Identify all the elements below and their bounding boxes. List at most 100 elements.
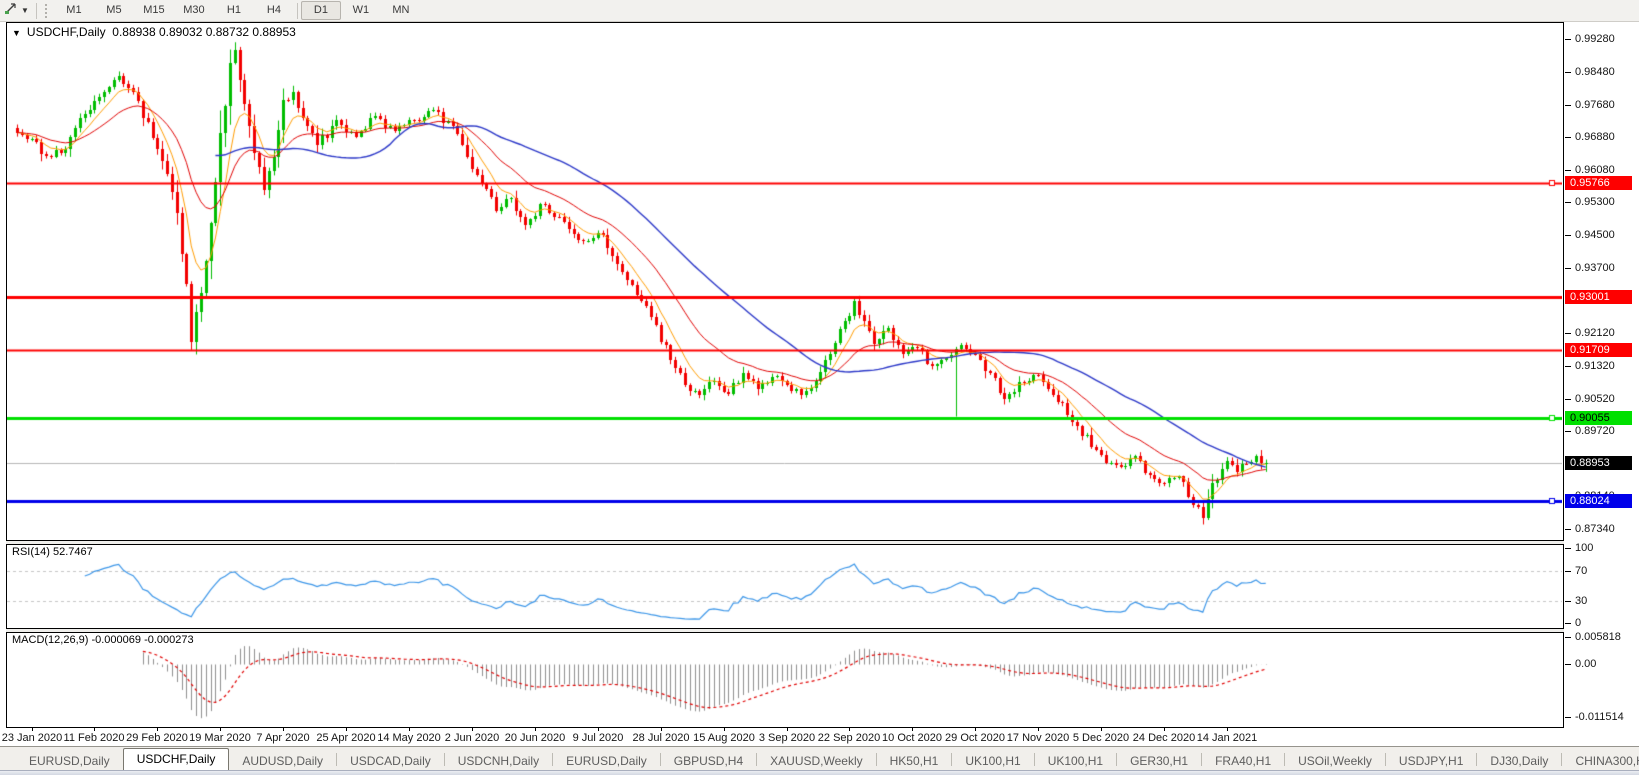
tab-separator bbox=[443, 752, 445, 766]
panel-splitter[interactable] bbox=[6, 541, 1564, 544]
chevron-down-icon: ▼ bbox=[21, 5, 29, 15]
chart-tab-fra40-h1[interactable]: FRA40,H1 bbox=[1215, 754, 1272, 768]
timeframe-button-m30[interactable]: M30 bbox=[183, 4, 205, 16]
bid-price-tag[interactable]: 0.88953 bbox=[1565, 455, 1632, 470]
time-axis-tick bbox=[849, 728, 850, 731]
chart-tab-china300-h1[interactable]: CHINA300,H1 bbox=[1575, 754, 1639, 768]
chart-tab-uk100-h1[interactable]: UK100,H1 bbox=[1047, 754, 1104, 768]
time-axis-label: 22 Sep 2020 bbox=[817, 732, 881, 744]
candlestick-chart-canvas[interactable] bbox=[7, 23, 1562, 538]
timeframe-button-m15[interactable]: M15 bbox=[143, 4, 165, 16]
chart-tab-audusd-daily[interactable]: AUDUSD,Daily bbox=[242, 754, 324, 768]
macd-axis-tick: -0.011514 bbox=[1565, 711, 1624, 724]
line-studies-icon bbox=[4, 1, 18, 20]
timeframe-button-w1[interactable]: W1 bbox=[352, 4, 370, 16]
rsi-chart-canvas[interactable] bbox=[7, 545, 1562, 626]
chart-tab-gbpusd-h4[interactable]: GBPUSD,H4 bbox=[673, 754, 744, 768]
chart-tab-bar: EURUSD,Daily USDCHF,Daily AUDUSD,Daily USDC… bbox=[0, 746, 1639, 771]
price-axis-tick: 0.96880 bbox=[1565, 131, 1615, 144]
symbol-dropdown-icon[interactable]: ▼ bbox=[12, 28, 21, 38]
time-axis-label: 15 Aug 2020 bbox=[693, 732, 755, 744]
tab-separator bbox=[552, 752, 554, 766]
tab-separator bbox=[1561, 752, 1563, 766]
time-axis-tick bbox=[32, 728, 33, 731]
macd-label: MACD(12,26,9) -0.000069 -0.000273 bbox=[12, 634, 194, 646]
tab-separator bbox=[951, 752, 953, 766]
chart-tab-usdjpy-h1[interactable]: USDJPY,H1 bbox=[1398, 754, 1464, 768]
time-axis-tick bbox=[94, 728, 95, 731]
price-axis-tick: 0.92120 bbox=[1565, 326, 1615, 339]
level-price-tag[interactable]: 0.91709 bbox=[1565, 342, 1632, 357]
panel-splitter[interactable] bbox=[6, 629, 1564, 632]
timeframe-buttons: M1 M5 M15 M30 H1 H4 D1 W1 MN bbox=[54, 1, 421, 20]
time-axis-tick bbox=[220, 728, 221, 731]
time-axis-label: 5 Dec 2020 bbox=[1072, 732, 1130, 744]
chart-tab-dj30-daily[interactable]: DJ30,Daily bbox=[1490, 754, 1549, 768]
tab-separator bbox=[1116, 752, 1118, 766]
symbol-timeframe-label: USDCHF,Daily bbox=[26, 25, 106, 39]
timeframe-button-h1[interactable]: H1 bbox=[226, 4, 241, 16]
chart-tab-ger30-h1[interactable]: GER30,H1 bbox=[1130, 754, 1189, 768]
rsi-axis-tick: 70 bbox=[1564, 564, 1588, 577]
ohlc-values: 0.88938 0.89032 0.88732 0.88953 bbox=[112, 25, 296, 39]
chart-tab-uk100-h1[interactable]: UK100,H1 bbox=[965, 754, 1021, 768]
time-axis-tick bbox=[409, 728, 410, 731]
price-axis-tick: 0.90520 bbox=[1565, 392, 1615, 405]
time-axis-tick bbox=[1227, 728, 1228, 731]
chart-tab-usdcad-daily[interactable]: USDCAD,Daily bbox=[350, 754, 431, 768]
price-axis-tick: 0.87340 bbox=[1565, 523, 1615, 535]
time-axis-label: 7 Apr 2020 bbox=[256, 732, 310, 744]
timeframe-button-m5[interactable]: M5 bbox=[106, 4, 122, 16]
price-axis-tick: 0.97680 bbox=[1565, 98, 1615, 111]
time-axis-tick bbox=[157, 728, 158, 731]
chart-title: ▼ USDCHF,Daily 0.88938 0.89032 0.88732 0.… bbox=[12, 25, 296, 39]
time-axis-tick bbox=[1164, 728, 1165, 731]
timeframe-button-mn[interactable]: MN bbox=[392, 4, 410, 16]
time-axis-label: 14 May 2020 bbox=[377, 732, 441, 744]
price-axis-tick: 0.99280 bbox=[1565, 33, 1615, 45]
chart-tab-usdchf-daily[interactable]: USDCHF,Daily bbox=[122, 748, 230, 771]
time-axis-label: 14 Jan 2021 bbox=[1196, 732, 1258, 744]
timeframe-button-h4[interactable]: H4 bbox=[266, 4, 281, 16]
toolbar-separator bbox=[35, 2, 37, 19]
level-price-tag[interactable]: 0.93001 bbox=[1565, 289, 1632, 304]
time-axis-label: 11 Feb 2020 bbox=[63, 732, 125, 744]
rsi-panel: RSI(14) 52.7467 bbox=[6, 544, 1564, 629]
toolbar-separator bbox=[296, 2, 298, 19]
tab-separator bbox=[336, 752, 338, 766]
chart-tab-usoil-weekly[interactable]: USOil,Weekly bbox=[1298, 754, 1372, 768]
level-price-tag[interactable]: 0.90055 bbox=[1565, 410, 1632, 425]
price-axis-tick: 0.96080 bbox=[1565, 164, 1615, 177]
time-axis-tick bbox=[472, 728, 473, 731]
tab-separator bbox=[875, 752, 877, 766]
timeframe-toolbar: ▼ M1 M5 M15 M30 H1 H4 D1 W1 MN bbox=[0, 0, 1639, 22]
price-axis-tick: 0.89720 bbox=[1565, 425, 1615, 438]
chart-tab-xauusd-weekly[interactable]: XAUUSD,Weekly bbox=[770, 754, 863, 768]
price-axis-tick: 0.98480 bbox=[1565, 65, 1615, 78]
time-axis-tick bbox=[598, 728, 599, 731]
level-price-tag[interactable]: 0.95766 bbox=[1565, 176, 1632, 191]
time-axis-tick bbox=[975, 728, 976, 731]
status-strip bbox=[0, 770, 1639, 775]
time-axis-tick bbox=[535, 728, 536, 731]
price-axis-tick: 0.93700 bbox=[1565, 261, 1615, 274]
time-axis-label: 25 Apr 2020 bbox=[316, 732, 376, 744]
line-studies-tool-button[interactable]: ▼ bbox=[0, 2, 33, 20]
rsi-axis-tick: 30 bbox=[1564, 594, 1588, 607]
price-axis-tick: 0.94500 bbox=[1565, 229, 1615, 242]
level-price-tag[interactable]: 0.88024 bbox=[1565, 493, 1632, 508]
time-axis-label: 20 Jun 2020 bbox=[504, 732, 566, 744]
tab-separator bbox=[1384, 752, 1386, 766]
chart-tab-eurusd-daily[interactable]: EURUSD,Daily bbox=[566, 754, 647, 768]
chart-tab-eurusd-daily[interactable]: EURUSD,Daily bbox=[29, 754, 110, 768]
timeframe-button-d1[interactable]: D1 bbox=[300, 1, 341, 20]
rsi-axis-tick: 100 bbox=[1564, 542, 1594, 554]
timeframe-button-m1[interactable]: M1 bbox=[66, 4, 82, 16]
tab-separator bbox=[756, 752, 758, 766]
chart-tab-hk50-h1[interactable]: HK50,H1 bbox=[889, 754, 939, 768]
toolbar-grip[interactable] bbox=[44, 3, 49, 18]
chart-tab-usdcnh-daily[interactable]: USDCNH,Daily bbox=[457, 754, 540, 768]
time-axis-tick bbox=[283, 728, 284, 731]
price-chart-panel: ▼ USDCHF,Daily 0.88938 0.89032 0.88732 0.… bbox=[6, 22, 1564, 541]
macd-chart-canvas[interactable] bbox=[7, 633, 1562, 725]
